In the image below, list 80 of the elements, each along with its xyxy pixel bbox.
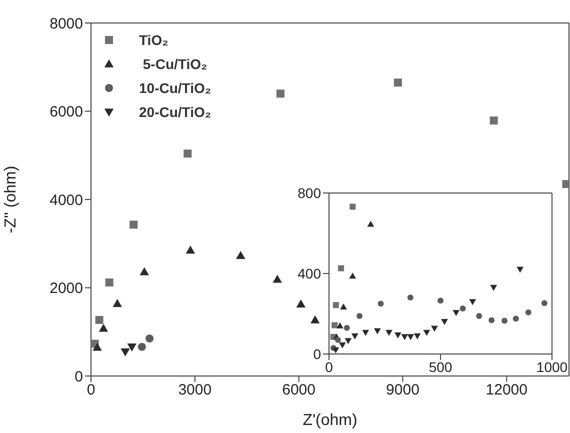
point xyxy=(490,116,498,125)
point xyxy=(490,284,498,291)
legend-label: 20-Cu/TiO₂ xyxy=(139,104,212,120)
point xyxy=(362,330,370,336)
point xyxy=(138,342,146,351)
point xyxy=(502,318,508,324)
y-tick-label: 0 xyxy=(313,346,322,362)
point xyxy=(374,328,381,334)
y-tick-label: 400 xyxy=(298,265,322,282)
point xyxy=(92,342,102,351)
point xyxy=(95,316,104,324)
x-tick-label: 9000 xyxy=(386,382,420,399)
point xyxy=(130,220,138,229)
point xyxy=(525,309,532,316)
point xyxy=(146,334,154,342)
point xyxy=(476,312,482,319)
point xyxy=(338,342,346,348)
point xyxy=(272,274,282,283)
y-tick-label: 8000 xyxy=(50,15,83,32)
y-tick-label: 2000 xyxy=(50,280,83,298)
point xyxy=(112,299,122,308)
point xyxy=(120,348,130,356)
y-tick-label: 800 xyxy=(298,184,322,201)
point xyxy=(441,319,448,326)
y-tick-label: 6000 xyxy=(50,104,83,121)
x-tick-label: 12000 xyxy=(486,382,528,399)
point xyxy=(356,312,363,319)
point xyxy=(469,299,476,306)
point xyxy=(344,324,350,331)
point xyxy=(332,347,340,354)
point xyxy=(562,180,569,188)
legend-label: 5-Cu/TiO₂ xyxy=(142,56,208,72)
point xyxy=(460,306,466,312)
point xyxy=(98,324,108,332)
point xyxy=(336,322,344,328)
point xyxy=(512,316,519,322)
x-axis-title: Z'(ohm) xyxy=(302,412,358,429)
point xyxy=(407,294,414,300)
point xyxy=(350,204,356,210)
point xyxy=(186,246,196,254)
point xyxy=(367,220,374,227)
point xyxy=(414,333,421,340)
point xyxy=(431,326,438,332)
point xyxy=(334,336,341,343)
y-tick-label: 4000 xyxy=(50,192,83,209)
x-tick-label: 1000 xyxy=(536,358,568,375)
point xyxy=(236,250,246,259)
y-axis-title: -Z'' (ohm) xyxy=(2,166,20,234)
x-tick-label: 500 xyxy=(428,358,452,375)
point xyxy=(140,267,149,276)
legend-label: TiO₂ xyxy=(139,32,168,48)
point xyxy=(296,299,306,308)
point xyxy=(401,334,408,340)
point xyxy=(488,317,495,324)
point xyxy=(386,330,392,336)
x-tick-label: 3000 xyxy=(178,382,212,399)
point xyxy=(344,338,352,344)
point xyxy=(541,300,548,306)
point xyxy=(127,343,136,352)
point xyxy=(438,298,444,304)
point xyxy=(338,265,344,272)
legend-label: 10-Cu/TiO₂ xyxy=(139,80,212,96)
point xyxy=(378,300,384,307)
point xyxy=(349,272,356,279)
point xyxy=(452,310,460,316)
point xyxy=(184,150,192,158)
point xyxy=(276,90,284,98)
x-tick-label: 0 xyxy=(86,382,96,399)
point xyxy=(332,302,339,308)
x-tick-label: 0 xyxy=(325,358,334,375)
point xyxy=(394,332,402,338)
point xyxy=(340,303,347,310)
point xyxy=(423,330,430,336)
point xyxy=(351,333,358,340)
point xyxy=(516,266,524,273)
point xyxy=(394,78,402,87)
point xyxy=(332,322,338,328)
point xyxy=(407,334,414,340)
point xyxy=(310,315,320,324)
point xyxy=(105,278,114,286)
